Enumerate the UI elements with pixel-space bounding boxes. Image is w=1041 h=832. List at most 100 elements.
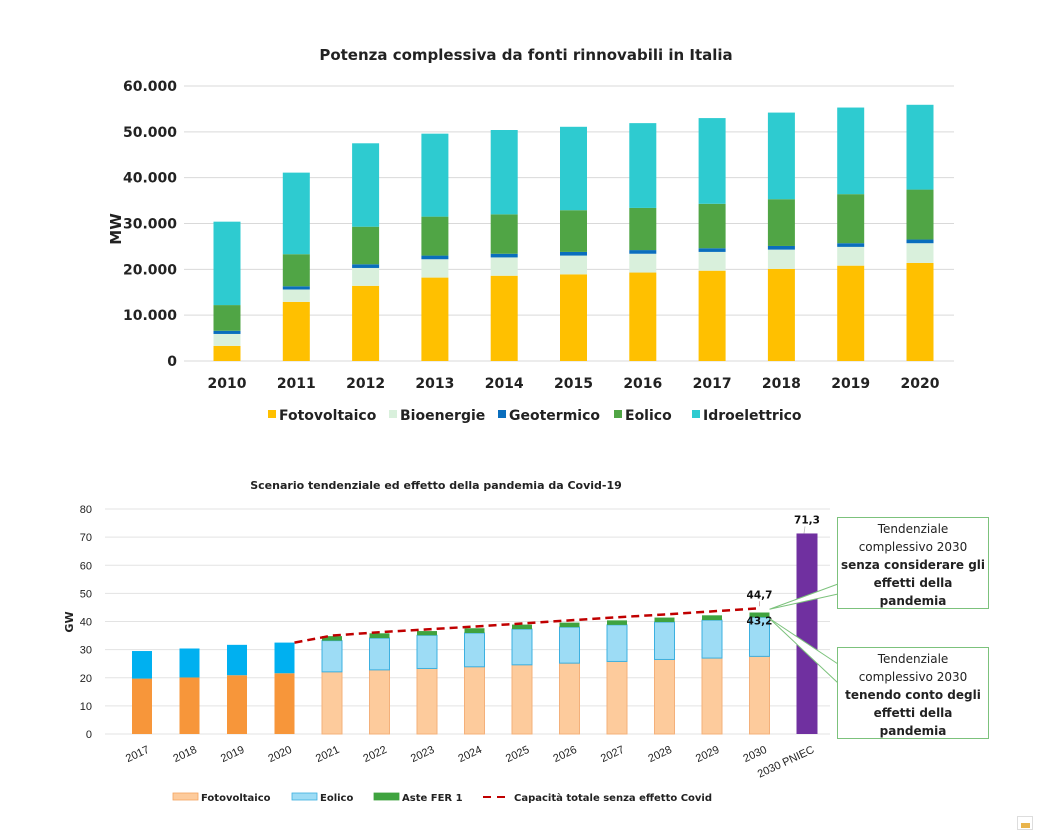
chart2-bar-eolico-2017 bbox=[132, 651, 152, 679]
chart1-ytick-label: 30.000 bbox=[123, 217, 177, 233]
chart1-xtick-label: 2017 bbox=[693, 376, 732, 392]
chart2-bar-aste-fer-1-2027 bbox=[607, 620, 627, 625]
chart1-bar-geotermico-2011 bbox=[282, 286, 310, 290]
chart1-bar-fotovoltaico-2011 bbox=[282, 301, 310, 361]
chart2-data-label-no-covid: 44,7 bbox=[747, 589, 773, 601]
chart2-bar-fotovoltaico-2030 bbox=[749, 655, 770, 735]
chart1-bar-eolico-2013 bbox=[421, 216, 449, 256]
annotation-with-covid: Tendenziale complessivo 2030 tenendo conto… bbox=[837, 647, 989, 739]
chart2-bar-aste-fer-1-2025 bbox=[512, 624, 532, 630]
chart2-bar-eolico-2025 bbox=[511, 628, 533, 666]
chart1-legend-swatch-idroelettrico bbox=[692, 410, 700, 418]
chart2-bar-eolico-2021 bbox=[321, 640, 343, 673]
chart1-bar-idroelettrico-2017 bbox=[698, 118, 726, 204]
chart1-bar-bioenergie-2012 bbox=[352, 267, 380, 286]
chart1-bar-fotovoltaico-2014 bbox=[490, 275, 518, 361]
annotation-pointer-with-covid bbox=[769, 618, 839, 684]
chart2-bar-fotovoltaico-2021 bbox=[321, 671, 343, 735]
annotation-line: senza considerare gli bbox=[840, 558, 986, 572]
chart1-bar-bioenergie-2019 bbox=[837, 246, 865, 266]
chart2-bar-aste-fer-1-2030 bbox=[749, 612, 770, 618]
chart1-bar-geotermico-2014 bbox=[490, 253, 518, 258]
chart1-xtick-label: 2011 bbox=[277, 376, 316, 392]
chart2-xtick-label: 2019 bbox=[219, 744, 246, 765]
chart1-bar-idroelettrico-2019 bbox=[837, 107, 865, 195]
chart2-bar-aste-fer-1-2028 bbox=[654, 617, 675, 623]
chart-renewable-capacity-italy: Potenza complessiva da fonti rinnovabili… bbox=[107, 46, 954, 424]
chart1-bar-bioenergie-2013 bbox=[421, 259, 449, 278]
chart2-legend-label-eolico: Eolico bbox=[320, 793, 353, 804]
chart1-bar-geotermico-2015 bbox=[560, 251, 587, 256]
chart2-bar-fotovoltaico-2025 bbox=[511, 664, 533, 735]
chart2-ytick-label: 10 bbox=[80, 701, 92, 713]
chart1-ytick-label: 10.000 bbox=[123, 308, 177, 324]
chart1-xtick-label: 2013 bbox=[415, 376, 454, 392]
chart2-ytick-label: 30 bbox=[80, 645, 92, 657]
chart1-bar-geotermico-2017 bbox=[698, 248, 726, 252]
chart2-xtick-label: 2021 bbox=[314, 744, 341, 765]
chart1-ytick-label: 0 bbox=[167, 354, 177, 370]
chart2-ytick-label: 70 bbox=[80, 532, 92, 544]
chart1-bar-bioenergie-2016 bbox=[629, 253, 657, 273]
chart2-bar-eolico-2027 bbox=[606, 624, 628, 662]
chart1-bar-fotovoltaico-2015 bbox=[560, 274, 587, 361]
chart1-ytick-label: 50.000 bbox=[123, 125, 177, 141]
chart1-bar-geotermico-2020 bbox=[906, 239, 934, 244]
chart1-xtick-label: 2014 bbox=[485, 376, 524, 392]
chart1-bar-geotermico-2012 bbox=[352, 264, 380, 268]
chart2-legend-label-aste-fer-1: Aste FER 1 bbox=[402, 793, 463, 804]
chart2-bar-eolico-2023 bbox=[416, 634, 438, 669]
annotation-pointer-no-covid bbox=[769, 583, 839, 610]
chart2-bar-eolico-2024 bbox=[464, 632, 485, 668]
chart1-xtick-label: 2020 bbox=[901, 376, 940, 392]
chart2-xtick-label: 2020 bbox=[267, 744, 294, 765]
chart1-bar-geotermico-2019 bbox=[837, 243, 865, 247]
chart2-ytick-label: 20 bbox=[80, 673, 92, 685]
chart2-xtick-label: 2027 bbox=[599, 744, 626, 765]
chart1-bar-bioenergie-2010 bbox=[213, 333, 241, 346]
chart2-legend-swatch-fotovoltaico bbox=[172, 792, 199, 801]
chart1-bar-fotovoltaico-2010 bbox=[213, 345, 241, 361]
chart1-bar-bioenergie-2020 bbox=[906, 243, 934, 263]
chart1-legend-label-eolico: Eolico bbox=[625, 408, 672, 424]
chart1-ytick-label: 20.000 bbox=[123, 262, 177, 278]
chart1-xtick-label: 2018 bbox=[762, 376, 801, 392]
chart2-bar-eolico-2028 bbox=[654, 621, 675, 660]
chart2-bar-fotovoltaico-2019 bbox=[227, 675, 247, 734]
annotation-line: pandemia bbox=[879, 594, 947, 608]
chart1-bar-geotermico-2016 bbox=[629, 250, 657, 254]
chart2-bar-eolico-2029 bbox=[701, 619, 723, 659]
chart2-bar-fotovoltaico-2017 bbox=[132, 678, 152, 734]
chart1-bar-idroelettrico-2012 bbox=[352, 143, 380, 227]
annotation-line: Tendenziale bbox=[877, 652, 949, 666]
chart2-bar-eolico-2022 bbox=[369, 637, 390, 671]
chart2-data-label-leader bbox=[803, 526, 806, 534]
chart1-bar-fotovoltaico-2012 bbox=[352, 285, 380, 361]
chart2-bar-fotovoltaico-2018 bbox=[179, 677, 200, 734]
chart1-xtick-label: 2015 bbox=[554, 376, 593, 392]
chart1-bar-geotermico-2013 bbox=[421, 255, 449, 260]
chart2-bar-eolico-2020 bbox=[274, 642, 295, 674]
chart2-xtick-label: 2017 bbox=[124, 744, 151, 765]
chart1-title: Potenza complessiva da fonti rinnovabili… bbox=[319, 46, 732, 64]
chart1-legend-swatch-geotermico bbox=[498, 410, 506, 418]
chart2-xtick-label: 2018 bbox=[172, 744, 199, 765]
chart2-ytick-label: 80 bbox=[80, 504, 92, 516]
chart1-bar-fotovoltaico-2017 bbox=[698, 270, 726, 361]
chart2-bar-fotovoltaico-2020 bbox=[274, 673, 295, 734]
chart1-bar-idroelettrico-2010 bbox=[213, 221, 241, 306]
chart2-bar-fotovoltaico-2028 bbox=[654, 658, 675, 735]
chart1-ytick-label: 60.000 bbox=[123, 79, 177, 95]
chart1-xtick-label: 2016 bbox=[623, 376, 662, 392]
chart1-bar-eolico-2012 bbox=[352, 226, 380, 265]
chart1-bar-idroelettrico-2011 bbox=[282, 172, 310, 255]
chart2-bar-fotovoltaico-2026 bbox=[559, 662, 580, 735]
chart1-bar-eolico-2011 bbox=[282, 254, 310, 287]
chart2-ytick-label: 0 bbox=[86, 729, 92, 741]
chart1-xtick-label: 2012 bbox=[346, 376, 385, 392]
chart1-bar-eolico-2019 bbox=[837, 194, 865, 244]
chart2-xtick-label: 2030 bbox=[742, 744, 769, 765]
corner-thumbnail-icon bbox=[1017, 816, 1033, 830]
chart1-ytick-label: 40.000 bbox=[123, 171, 177, 187]
